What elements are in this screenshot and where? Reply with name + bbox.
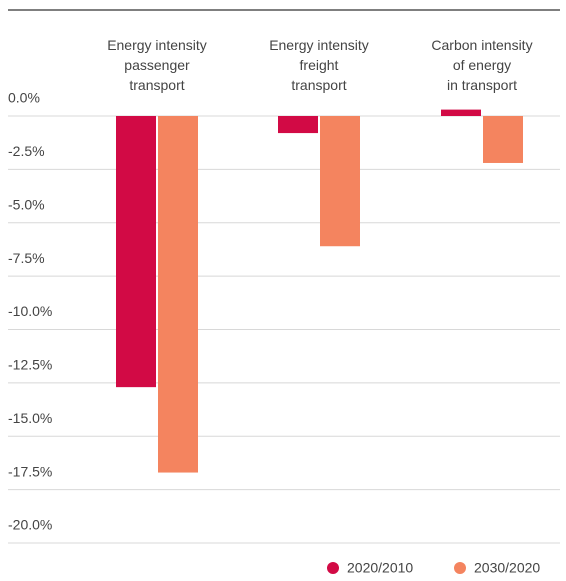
bar	[158, 116, 198, 473]
bar	[483, 116, 523, 163]
legend-label: 2020/2010	[347, 560, 413, 576]
y-tick-label: -5.0%	[8, 196, 45, 212]
bar	[278, 116, 318, 134]
category-label: Energy intensity freight transport	[269, 37, 369, 93]
y-tick-label: -10.0%	[8, 303, 52, 319]
legend-swatch	[454, 562, 466, 574]
y-tick-label: -7.5%	[8, 250, 45, 266]
bar	[441, 109, 481, 116]
y-tick-label: -20.0%	[8, 517, 52, 533]
y-tick-label: -12.5%	[8, 357, 52, 373]
bar	[320, 116, 360, 247]
y-tick-label: -2.5%	[8, 143, 45, 159]
category-label: Carbon intensity of energy in transport	[431, 37, 532, 93]
y-tick-label: -17.5%	[8, 463, 52, 479]
category-label: Energy intensity passenger transport	[107, 37, 207, 93]
legend-swatch	[327, 562, 339, 574]
y-tick-label: 0.0%	[8, 90, 40, 106]
y-tick-label: -15.0%	[8, 410, 52, 426]
bar	[116, 116, 156, 388]
legend-label: 2030/2020	[474, 560, 540, 576]
